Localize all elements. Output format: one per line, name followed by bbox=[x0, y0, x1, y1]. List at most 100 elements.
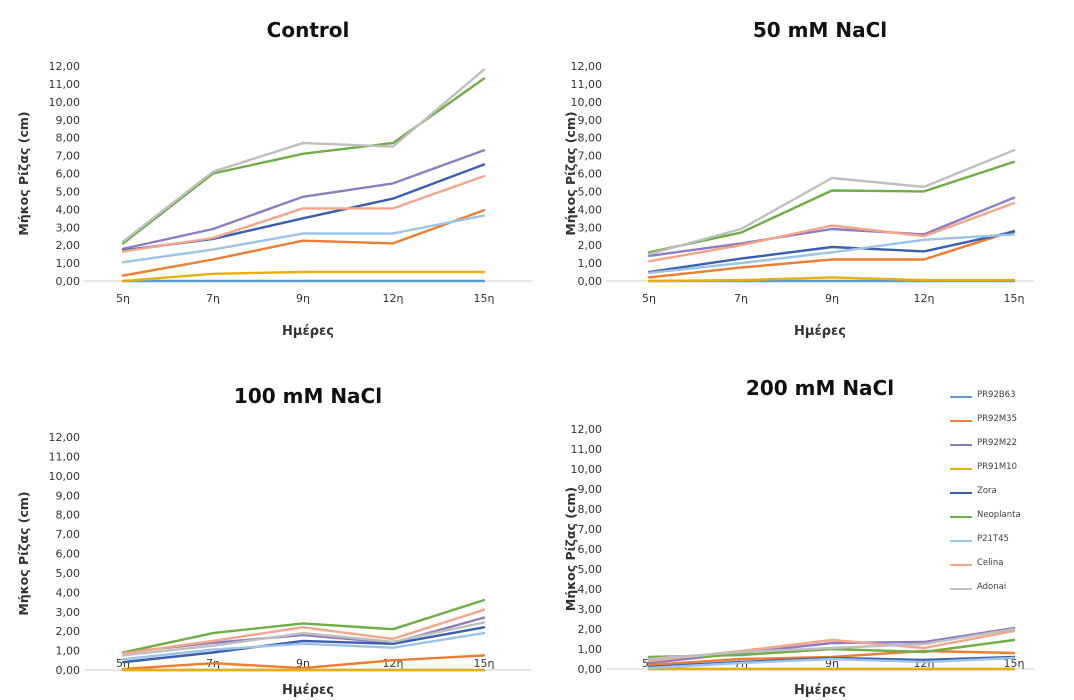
y-tick-label: 11,00 bbox=[49, 450, 81, 463]
chart-title: Control bbox=[267, 18, 350, 42]
y-axis-label: Μήκος Ρίζας (cm) bbox=[563, 487, 578, 611]
y-tick-label: 3,00 bbox=[578, 221, 603, 234]
x-axis-label: Ημέρες bbox=[794, 683, 846, 698]
legend-swatch bbox=[950, 564, 972, 566]
y-tick-label: 11,00 bbox=[571, 78, 603, 91]
series-line-neoplanta bbox=[121, 598, 486, 654]
x-tick-label: 12η bbox=[383, 292, 404, 305]
series-line-zora bbox=[121, 626, 486, 664]
legend-swatch bbox=[950, 396, 972, 398]
y-tick-label: 3,00 bbox=[578, 603, 603, 616]
series-line-p21t45 bbox=[121, 631, 486, 661]
chart-title: 50 mM NaCl bbox=[753, 18, 887, 42]
y-axis-label: Μήκος Ρίζας (cm) bbox=[16, 111, 31, 235]
y-tick-label: 1,00 bbox=[578, 643, 603, 656]
y-tick-label: 4,00 bbox=[578, 203, 603, 216]
legend-swatch bbox=[950, 540, 972, 542]
series-line-adonai bbox=[121, 621, 486, 657]
series-line-p21t45 bbox=[647, 233, 1016, 275]
legend-swatch bbox=[950, 492, 972, 494]
y-tick-label: 3,00 bbox=[56, 606, 81, 619]
y-tick-label: 10,00 bbox=[49, 96, 81, 109]
y-tick-label: 5,00 bbox=[56, 567, 81, 580]
y-tick-label: 10,00 bbox=[49, 470, 81, 483]
x-tick-label: 5η bbox=[116, 292, 130, 305]
series-line-pr91m10 bbox=[121, 270, 486, 283]
chart-panel-1: 50 mM NaCl 0,00 1,00 2,00 3,00 4,00 5,00 6,00 7,… bbox=[563, 18, 1034, 339]
legend-label: Celina bbox=[977, 558, 1004, 568]
x-tick-label: 7η bbox=[206, 292, 220, 305]
chart-title: 100 mM NaCl bbox=[234, 384, 382, 408]
chart-panel-3: 200 mM NaCl 0,00 1,00 2,00 3,00 4,00 5,00 6,00 7… bbox=[563, 376, 1034, 698]
series-line-p21t45 bbox=[647, 656, 1016, 670]
series-line-p21t45 bbox=[121, 214, 486, 264]
legend-label: Neoplanta bbox=[977, 510, 1021, 520]
series-line-zora bbox=[647, 230, 1016, 274]
x-axis-label: Ημέρες bbox=[794, 324, 846, 339]
x-axis-label: Ημέρες bbox=[282, 683, 334, 698]
y-tick-label: 12,00 bbox=[571, 60, 603, 73]
chart-title: 200 mM NaCl bbox=[746, 376, 894, 400]
y-tick-label: 1,00 bbox=[56, 645, 81, 658]
y-tick-label: 4,00 bbox=[56, 586, 81, 599]
series-line-pr92m35 bbox=[121, 654, 486, 671]
y-tick-label: 6,00 bbox=[578, 168, 603, 181]
y-tick-label: 0,00 bbox=[578, 663, 603, 676]
series-line-pr91m10 bbox=[647, 276, 1016, 283]
y-axis-label: Μήκος Ρίζας (cm) bbox=[563, 111, 578, 235]
series-line-celina bbox=[121, 608, 486, 655]
y-tick-label: 2,00 bbox=[56, 239, 81, 252]
x-tick-label: 5η bbox=[642, 292, 656, 305]
legend-label: PR92M22 bbox=[977, 438, 1017, 448]
y-tick-label: 7,00 bbox=[56, 528, 81, 541]
y-tick-label: 12,00 bbox=[571, 423, 603, 436]
x-tick-label: 9η bbox=[825, 292, 839, 305]
y-tick-label: 7,00 bbox=[578, 150, 603, 163]
legend-label: PR91M10 bbox=[977, 462, 1017, 472]
y-tick-label: 2,00 bbox=[578, 239, 603, 252]
y-tick-label: 3,00 bbox=[56, 221, 81, 234]
series-line-pr92m22 bbox=[647, 196, 1016, 258]
y-tick-label: 1,00 bbox=[56, 257, 81, 270]
legend-swatch bbox=[950, 516, 972, 518]
series-line-adonai bbox=[647, 627, 1016, 661]
y-tick-label: 8,00 bbox=[56, 509, 81, 522]
x-tick-label: 15η bbox=[474, 657, 495, 670]
y-tick-label: 1,00 bbox=[578, 257, 603, 270]
y-tick-label: 11,00 bbox=[49, 78, 81, 91]
legend-label: PR92M35 bbox=[977, 414, 1017, 424]
x-tick-label: 15η bbox=[1004, 657, 1025, 670]
y-tick-label: 5,00 bbox=[578, 563, 603, 576]
series-line-adonai bbox=[647, 148, 1016, 256]
y-tick-label: 0,00 bbox=[578, 275, 603, 288]
y-tick-label: 9,00 bbox=[56, 114, 81, 127]
y-tick-label: 4,00 bbox=[56, 203, 81, 216]
series-line-pr92m35 bbox=[647, 229, 1016, 279]
legend-swatch bbox=[950, 588, 972, 590]
legend-swatch bbox=[950, 420, 972, 422]
series-line-celina bbox=[647, 201, 1016, 263]
series-line-pr92m22 bbox=[121, 148, 486, 251]
x-tick-label: 5η bbox=[116, 657, 130, 670]
y-tick-label: 9,00 bbox=[578, 114, 603, 127]
y-tick-label: 5,00 bbox=[56, 185, 81, 198]
chart-panel-0: Control 0,00 1,00 2,00 3,00 4,00 5,00 6,00 7,00 8… bbox=[16, 18, 532, 339]
y-tick-label: 6,00 bbox=[56, 548, 81, 561]
y-tick-label: 4,00 bbox=[578, 583, 603, 596]
legend-label: P21T45 bbox=[977, 534, 1009, 544]
x-tick-label: 12η bbox=[914, 292, 935, 305]
y-tick-label: 0,00 bbox=[56, 275, 81, 288]
x-tick-label: 7η bbox=[734, 292, 748, 305]
y-tick-label: 8,00 bbox=[578, 132, 603, 145]
y-tick-label: 9,00 bbox=[56, 489, 81, 502]
series-line-celina bbox=[121, 174, 486, 253]
y-tick-label: 7,00 bbox=[578, 523, 603, 536]
y-tick-label: 7,00 bbox=[56, 150, 81, 163]
y-tick-label: 5,00 bbox=[578, 185, 603, 198]
x-tick-label: 15η bbox=[1004, 292, 1025, 305]
y-tick-label: 9,00 bbox=[578, 483, 603, 496]
legend-label: Adonai bbox=[977, 582, 1007, 592]
x-axis-label: Ημέρες bbox=[282, 324, 334, 339]
legend-label: PR92B63 bbox=[977, 390, 1016, 400]
